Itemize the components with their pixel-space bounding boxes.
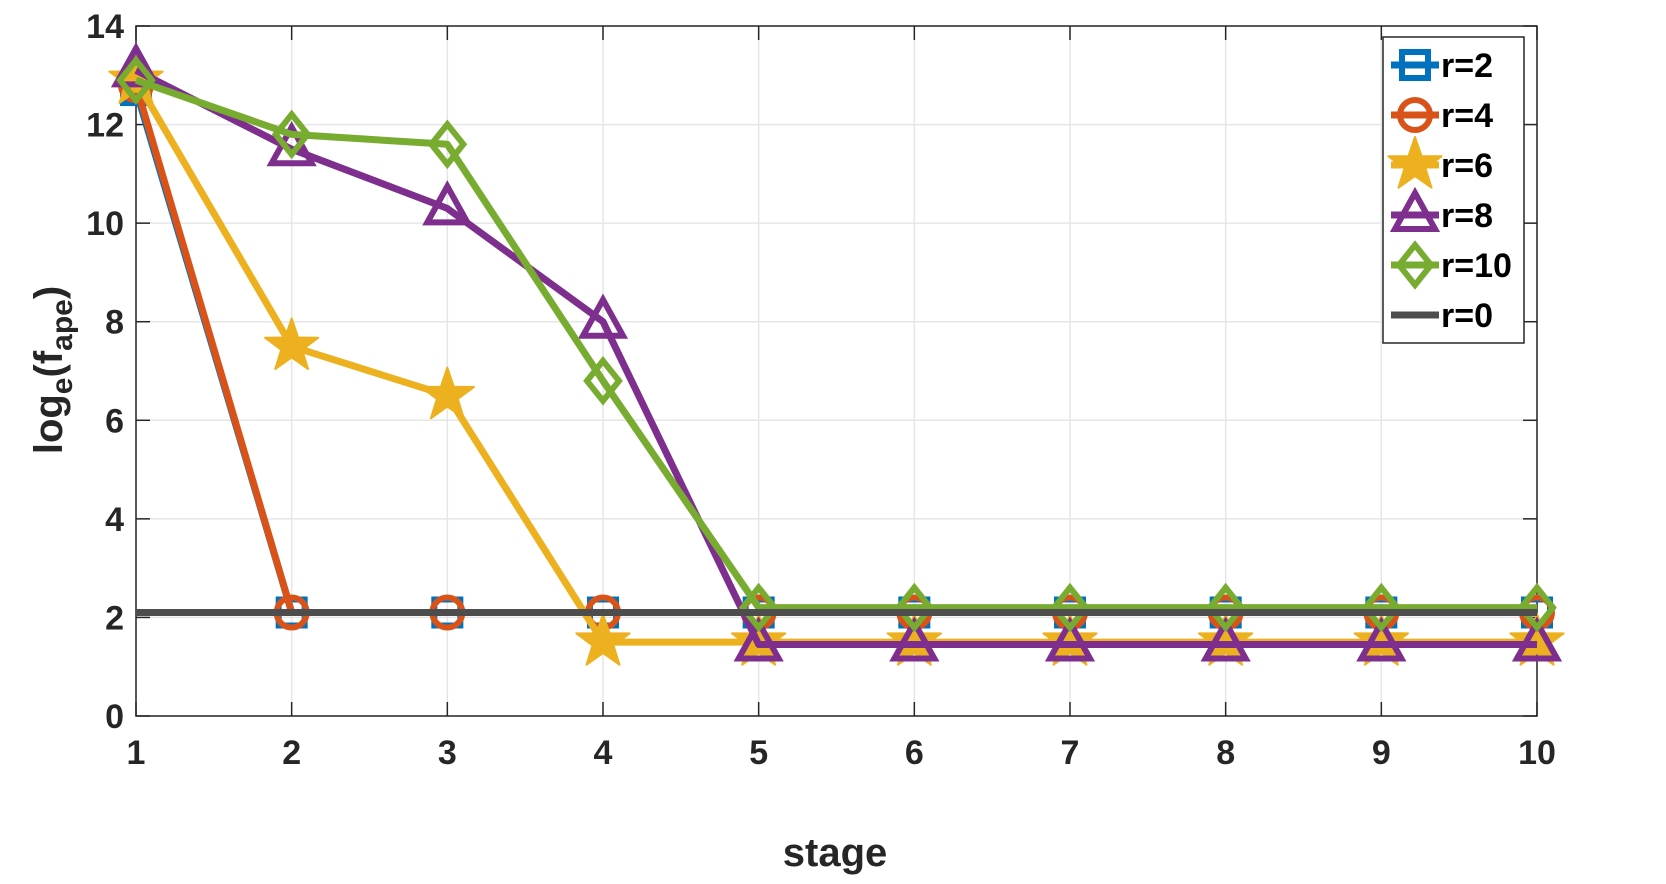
y-axis-title: loge(fape) xyxy=(27,286,79,454)
y-tick-label: 12 xyxy=(86,107,124,145)
series-r=6 xyxy=(108,51,1565,666)
series-r=10 xyxy=(116,55,1557,633)
data-point xyxy=(108,51,164,104)
y-tick-label: 0 xyxy=(105,698,124,736)
y-axis-title-base: log xyxy=(27,394,71,454)
series-line xyxy=(132,84,1537,616)
legend-marker xyxy=(1399,49,1431,81)
data-point xyxy=(1050,582,1090,633)
x-tick-label: 6 xyxy=(905,734,924,772)
data-point xyxy=(110,42,162,88)
data-point xyxy=(1511,616,1563,662)
data-point xyxy=(583,356,623,406)
legend-marker xyxy=(1389,186,1441,232)
data-point xyxy=(419,366,475,420)
data-point xyxy=(575,613,631,666)
x-tick-label: 4 xyxy=(594,734,613,772)
x-tick-label: 5 xyxy=(749,734,768,772)
data-point xyxy=(116,55,156,106)
data-point xyxy=(427,119,468,170)
legend-label: r=2 xyxy=(1441,47,1493,85)
y-tick-label: 6 xyxy=(105,402,124,440)
y-tick-label: 14 xyxy=(86,8,124,46)
data-point xyxy=(1361,582,1402,633)
x-axis-title: stage xyxy=(783,831,888,875)
data-point xyxy=(889,616,940,662)
legend-marker xyxy=(1387,136,1443,189)
legend-label: r=8 xyxy=(1441,197,1493,235)
series-r=2 xyxy=(120,74,1553,629)
legend-label: r=6 xyxy=(1441,147,1493,185)
data-point xyxy=(1042,613,1098,666)
data-point xyxy=(264,317,320,370)
x-tick-label: 1 xyxy=(127,734,146,772)
data-point xyxy=(1356,616,1407,662)
legend-entry: r=4 xyxy=(1391,97,1493,135)
y-axis-title-subscript-var: ape xyxy=(46,299,79,351)
legend-entry: r=6 xyxy=(1387,136,1493,189)
x-tick-label: 9 xyxy=(1372,734,1391,772)
legend-marker xyxy=(1395,240,1435,290)
y-tick-label: 8 xyxy=(105,304,124,342)
series-line xyxy=(134,67,1537,648)
y-axis-title-open: (f xyxy=(27,350,71,377)
x-tick-label: 3 xyxy=(438,734,457,772)
y-tick-label: 10 xyxy=(86,205,124,243)
data-point xyxy=(1200,616,1251,662)
data-point xyxy=(1198,613,1254,666)
legend-label: r=10 xyxy=(1441,247,1512,285)
x-tick-label: 10 xyxy=(1518,734,1556,772)
data-point xyxy=(1353,613,1409,666)
data-point xyxy=(577,293,629,339)
legend-label: r=0 xyxy=(1441,297,1493,335)
y-axis-title-subscript-base: e xyxy=(46,378,79,395)
y-tick-label: 2 xyxy=(105,599,124,637)
data-point xyxy=(1509,613,1565,666)
legend-entry: r=10 xyxy=(1391,240,1512,290)
data-point xyxy=(886,613,942,666)
legend-entry: r=0 xyxy=(1391,297,1493,335)
legend-marker xyxy=(1397,97,1433,133)
axes-box xyxy=(135,25,1538,717)
x-tick-label: 7 xyxy=(1061,734,1080,772)
data-point xyxy=(1517,582,1557,633)
axes xyxy=(135,25,1538,717)
y-tick-label: 4 xyxy=(105,501,124,539)
data-point xyxy=(1205,582,1246,633)
data-point xyxy=(894,582,935,633)
data-point xyxy=(733,616,784,662)
x-tick-label: 8 xyxy=(1216,734,1235,772)
y-axis-title-close: ) xyxy=(27,286,71,299)
series-line xyxy=(134,76,1537,612)
series-line xyxy=(132,78,1537,646)
legend-box xyxy=(1382,36,1525,344)
data-point xyxy=(271,109,312,160)
data-point xyxy=(738,582,779,633)
legend-entry: r=8 xyxy=(1389,186,1493,235)
x-tick-label: 2 xyxy=(282,734,301,772)
plot-area xyxy=(108,42,1565,666)
series-r=8 xyxy=(110,42,1563,662)
data-point xyxy=(1044,616,1096,662)
legend-entry: r=2 xyxy=(1391,47,1493,85)
legend: r=2 r=4 r=6 r=8 r=10 r=0 xyxy=(1382,36,1525,344)
series-r=4 xyxy=(118,67,1555,631)
data-point xyxy=(422,180,473,226)
legend-label: r=4 xyxy=(1441,97,1493,135)
